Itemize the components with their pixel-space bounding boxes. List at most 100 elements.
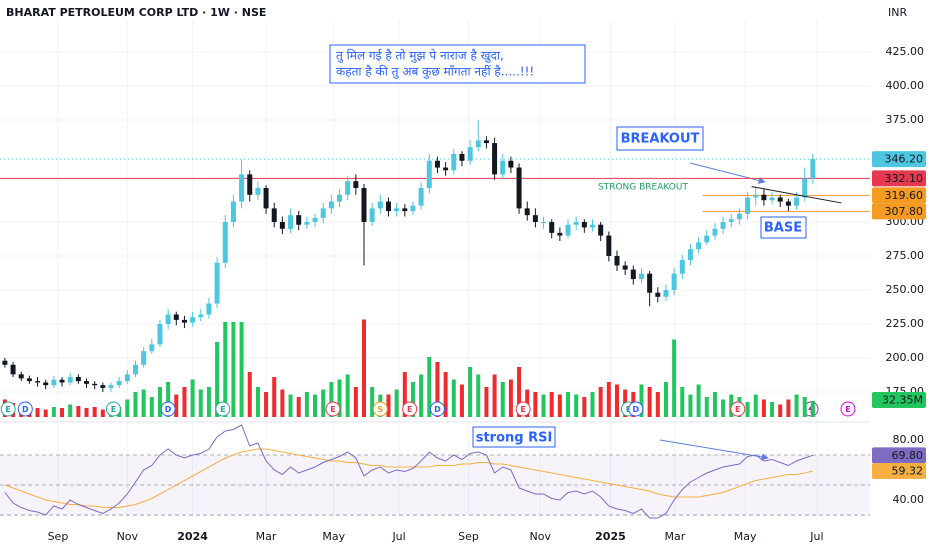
candle-body: [492, 143, 498, 175]
candle-body: [345, 181, 351, 195]
y-tick-label: 225.00: [886, 317, 925, 330]
volume-bar: [696, 384, 701, 417]
x-tick-label: Jul: [809, 530, 823, 543]
volume-bar: [394, 389, 399, 417]
note: STRONG BREAKOUT: [598, 183, 688, 193]
volume-bar: [541, 394, 546, 417]
event-marker: [0, 401, 16, 417]
volume-bar: [223, 322, 228, 417]
candle-body: [75, 377, 81, 382]
candle-body: [777, 197, 783, 202]
volume-bar: [745, 402, 750, 417]
volume-bar: [688, 394, 693, 417]
candle-body: [84, 381, 90, 384]
volume-bar: [786, 399, 791, 417]
volume-bar: [655, 392, 660, 417]
volume-bar: [606, 382, 611, 417]
candle-body: [206, 303, 212, 315]
volume-bar: [590, 392, 595, 417]
volume-bar: [198, 389, 203, 417]
note-box: [472, 426, 556, 448]
event-marker: [429, 401, 445, 417]
candle-body: [508, 160, 514, 168]
candle-body: [630, 269, 636, 280]
x-tick-label: 2025: [595, 530, 626, 543]
candle-body: [483, 140, 489, 144]
arrow: [689, 162, 766, 184]
volume-bar: [337, 379, 342, 417]
volume-bar: [794, 394, 799, 417]
volume-bar: [345, 374, 350, 417]
volume-bar: [517, 367, 522, 417]
x-tick-label: Sep: [48, 530, 69, 543]
volume-bar: [100, 409, 105, 417]
rsi-line: [4, 448, 814, 508]
candle-body: [271, 208, 277, 222]
y-tick-label: 40.00: [893, 493, 925, 506]
candle-body: [198, 314, 204, 318]
volume-bar: [51, 407, 56, 417]
volume-bar: [810, 400, 815, 417]
volume-bar: [296, 397, 301, 417]
candle-body: [67, 377, 73, 383]
candle-body: [753, 194, 759, 198]
x-tick-label: Mar: [256, 530, 277, 543]
volume-bar: [639, 384, 644, 417]
candle-body: [598, 224, 604, 236]
candle-body: [320, 208, 326, 218]
candle-body: [279, 221, 285, 229]
event-label: E: [220, 405, 225, 414]
quote-line: कहता है की तु अब कुछ माँगता नहीं है.....…: [336, 65, 534, 80]
price-tag: [872, 203, 926, 220]
x-tick-label: 2024: [177, 530, 208, 543]
candle-body: [687, 249, 693, 261]
volume-bar: [92, 407, 97, 417]
event-label: D: [434, 405, 441, 414]
volume-bar: [721, 399, 726, 417]
volume-bar: [166, 382, 171, 417]
event-marker: [402, 401, 418, 417]
volume-bar: [468, 367, 473, 417]
candle-body: [459, 153, 465, 161]
volume-bar: [770, 402, 775, 417]
volume-bar: [239, 322, 244, 417]
candle-body: [214, 262, 220, 304]
chart-title: BHARAT PETROLEUM CORP LTD · 1W · NSE: [6, 6, 266, 19]
volume-bar: [157, 387, 162, 417]
volume-bar: [84, 408, 89, 417]
event-label: D: [165, 405, 172, 414]
candle-body: [165, 314, 171, 324]
candle-body: [663, 289, 669, 297]
candle-body: [712, 228, 718, 236]
event-marker: [160, 401, 176, 417]
x-tick-label: Nov: [117, 530, 139, 543]
volume-bar: [231, 322, 236, 417]
candle-body: [728, 219, 734, 222]
price-tag-label: 69.80: [892, 449, 924, 462]
volume-bar: [35, 408, 40, 417]
candle-body: [26, 378, 32, 382]
candle-body: [402, 208, 408, 212]
volume-bar: [329, 382, 334, 417]
volume-bar: [386, 394, 391, 417]
candle-body: [418, 187, 424, 206]
volume-bar: [402, 372, 407, 417]
price-tag-label: 346.20: [885, 153, 924, 166]
candle-body: [361, 187, 367, 222]
candle-body: [124, 374, 130, 382]
candle-body: [108, 385, 114, 388]
candle-body: [132, 364, 138, 375]
volume-bar: [247, 372, 252, 417]
volume-bar: [76, 406, 81, 417]
x-tick-label: Jul: [391, 530, 405, 543]
candle-body: [312, 217, 318, 222]
candle-body: [288, 215, 294, 229]
candle-body: [590, 224, 596, 228]
note: BREAKOUT: [621, 132, 700, 147]
volume-bar: [427, 357, 432, 417]
note: BASE: [764, 221, 802, 236]
y-tick-label: 80.00: [893, 433, 925, 446]
candle-body: [247, 174, 253, 195]
volume-bar: [778, 404, 783, 417]
candle-body: [296, 215, 302, 225]
